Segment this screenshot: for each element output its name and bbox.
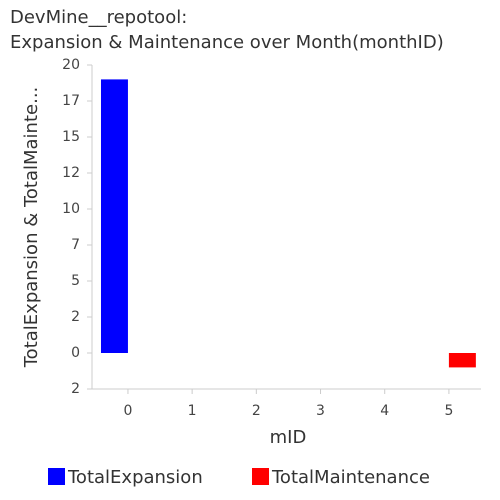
x-tick-label: 0 [123,403,132,419]
legend-label: TotalMaintenance [271,467,430,488]
y-tick-label: 2 [71,309,80,325]
x-tick-label: 2 [252,403,261,419]
y-tick-label: 12 [62,165,80,181]
y-tick-label: 7 [71,237,80,253]
chart-title: DevMine__repotool: [10,7,187,28]
x-tick-label: 1 [188,403,197,419]
y-tick-label: 15 [62,129,80,145]
chart-title: Expansion & Maintenance over Month(month… [10,32,444,53]
bar [100,79,128,354]
x-tick-label: 3 [316,403,325,419]
y-tick-label: 2 [71,381,80,397]
y-tick-label: 20 [62,57,80,73]
x-tick-label: 5 [444,403,453,419]
legend-swatch [252,468,269,485]
legend-swatch [48,468,65,485]
y-tick-label: 0 [71,345,80,361]
bar [448,353,476,368]
y-tick-label: 17 [62,93,80,109]
y-tick-label: 5 [71,273,80,289]
x-tick-label: 4 [380,403,389,419]
y-axis-title: TotalExpansion & TotalMainte... [21,87,42,369]
legend-label: TotalExpansion [67,467,203,488]
x-axis-title: mID [270,427,307,448]
y-tick-label: 10 [62,201,80,217]
